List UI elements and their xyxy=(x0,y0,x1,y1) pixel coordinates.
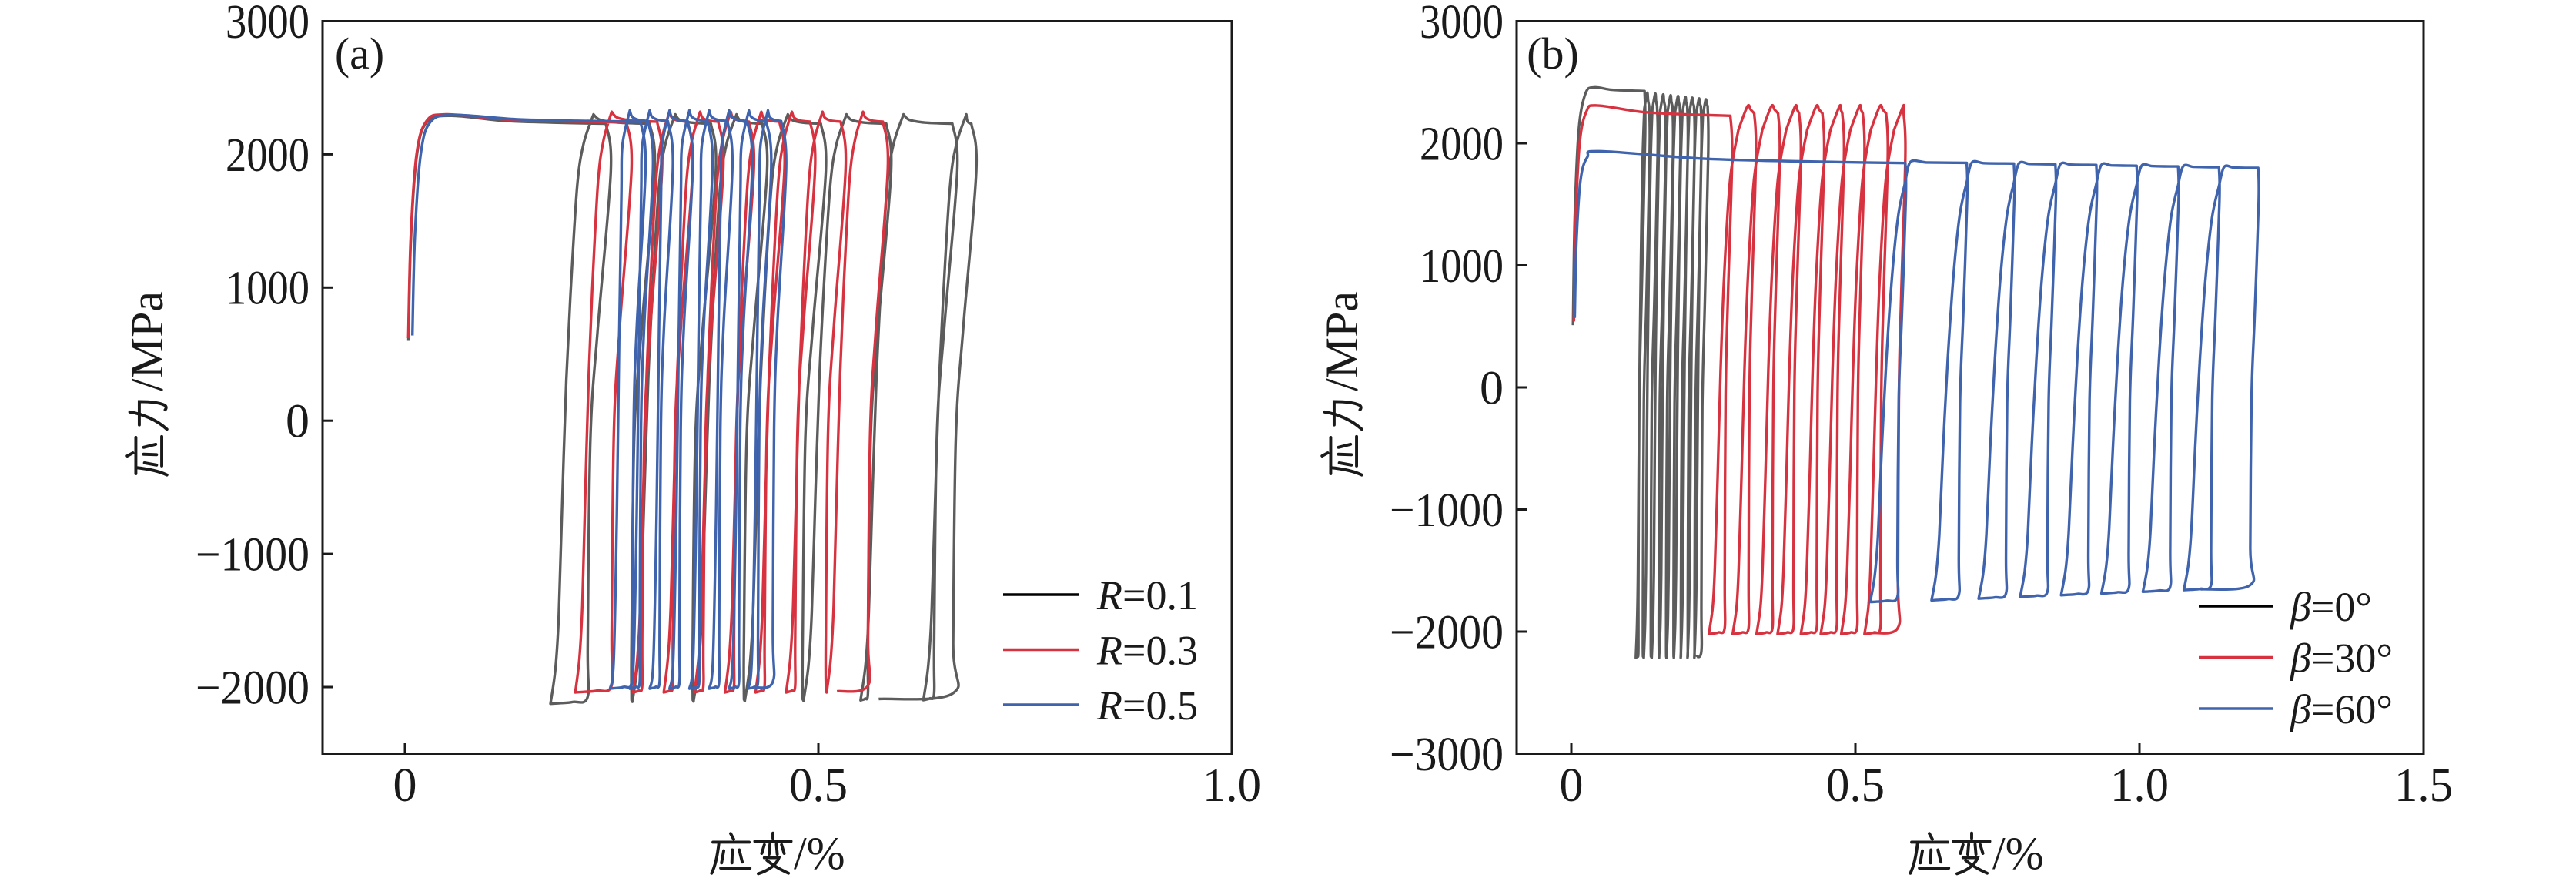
svg-text:−1000: −1000 xyxy=(196,529,309,582)
svg-text:1000: 1000 xyxy=(1420,240,1504,293)
svg-text:β=30°: β=30° xyxy=(2290,635,2393,681)
svg-text:1.5: 1.5 xyxy=(2394,759,2453,812)
svg-text:(a): (a) xyxy=(335,28,384,79)
svg-text:1.0: 1.0 xyxy=(1203,759,1261,812)
svg-text:−2000: −2000 xyxy=(196,662,309,714)
svg-text:0: 0 xyxy=(1480,362,1504,414)
svg-text:0: 0 xyxy=(286,396,309,448)
svg-text:0.5: 0.5 xyxy=(789,759,848,812)
svg-text:−3000: −3000 xyxy=(1390,729,1504,781)
svg-text:3000: 3000 xyxy=(226,0,309,49)
svg-text:R=0.5: R=0.5 xyxy=(1096,682,1198,729)
svg-text:3000: 3000 xyxy=(1420,0,1504,49)
svg-text:0: 0 xyxy=(1560,759,1584,812)
svg-text:/%: /% xyxy=(794,828,845,879)
svg-text:0: 0 xyxy=(393,759,417,812)
svg-text:/MPa: /MPa xyxy=(1316,291,1367,391)
svg-text:2000: 2000 xyxy=(1420,118,1504,170)
svg-text:−1000: −1000 xyxy=(1390,484,1504,537)
svg-text:R=0.1: R=0.1 xyxy=(1096,572,1198,618)
svg-text:(b): (b) xyxy=(1527,28,1579,79)
svg-text:1000: 1000 xyxy=(226,263,309,315)
svg-text:R=0.3: R=0.3 xyxy=(1096,627,1198,673)
svg-text:0.5: 0.5 xyxy=(1826,759,1885,812)
svg-text:2000: 2000 xyxy=(226,129,309,182)
svg-text:/%: /% xyxy=(1992,828,2044,879)
svg-text:1.0: 1.0 xyxy=(2110,759,2169,812)
svg-text:−2000: −2000 xyxy=(1390,606,1504,659)
svg-text:/MPa: /MPa xyxy=(122,291,172,391)
svg-text:β=0°: β=0° xyxy=(2290,584,2372,630)
svg-text:β=60°: β=60° xyxy=(2290,686,2393,732)
